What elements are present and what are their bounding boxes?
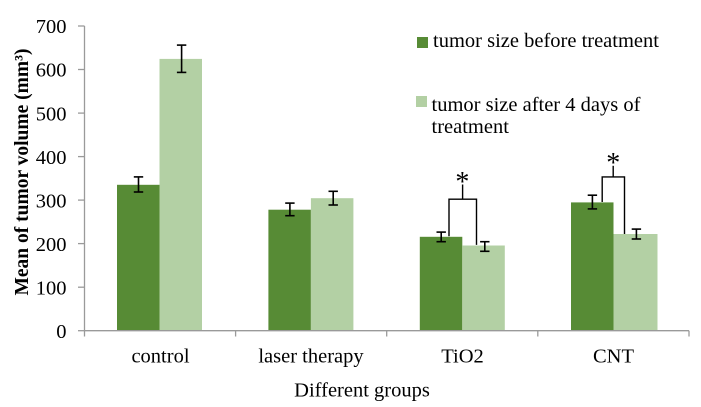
svg-text:300: 300 [36,190,67,212]
svg-text:Mean of tumor volume (mm³): Mean of tumor volume (mm³) [12,48,33,295]
svg-text:TiO2: TiO2 [441,346,484,368]
svg-text:200: 200 [36,234,67,256]
svg-text:*: * [606,148,620,179]
svg-text:tumor size after 4 days of: tumor size after 4 days of [432,94,641,116]
svg-text:treatment: treatment [432,116,510,138]
svg-text:laser therapy: laser therapy [258,346,364,368]
svg-text:0: 0 [56,321,66,343]
svg-text:700: 700 [36,16,67,38]
svg-text:*: * [455,167,469,198]
svg-text:100: 100 [36,277,67,299]
svg-text:600: 600 [36,60,67,82]
svg-text:control: control [131,346,189,368]
svg-text:500: 500 [36,103,67,125]
svg-text:CNT: CNT [593,346,634,368]
svg-text:tumor size before treatment: tumor size before treatment [433,30,659,52]
svg-text:Different groups: Different groups [294,380,430,402]
svg-text:400: 400 [36,147,67,169]
